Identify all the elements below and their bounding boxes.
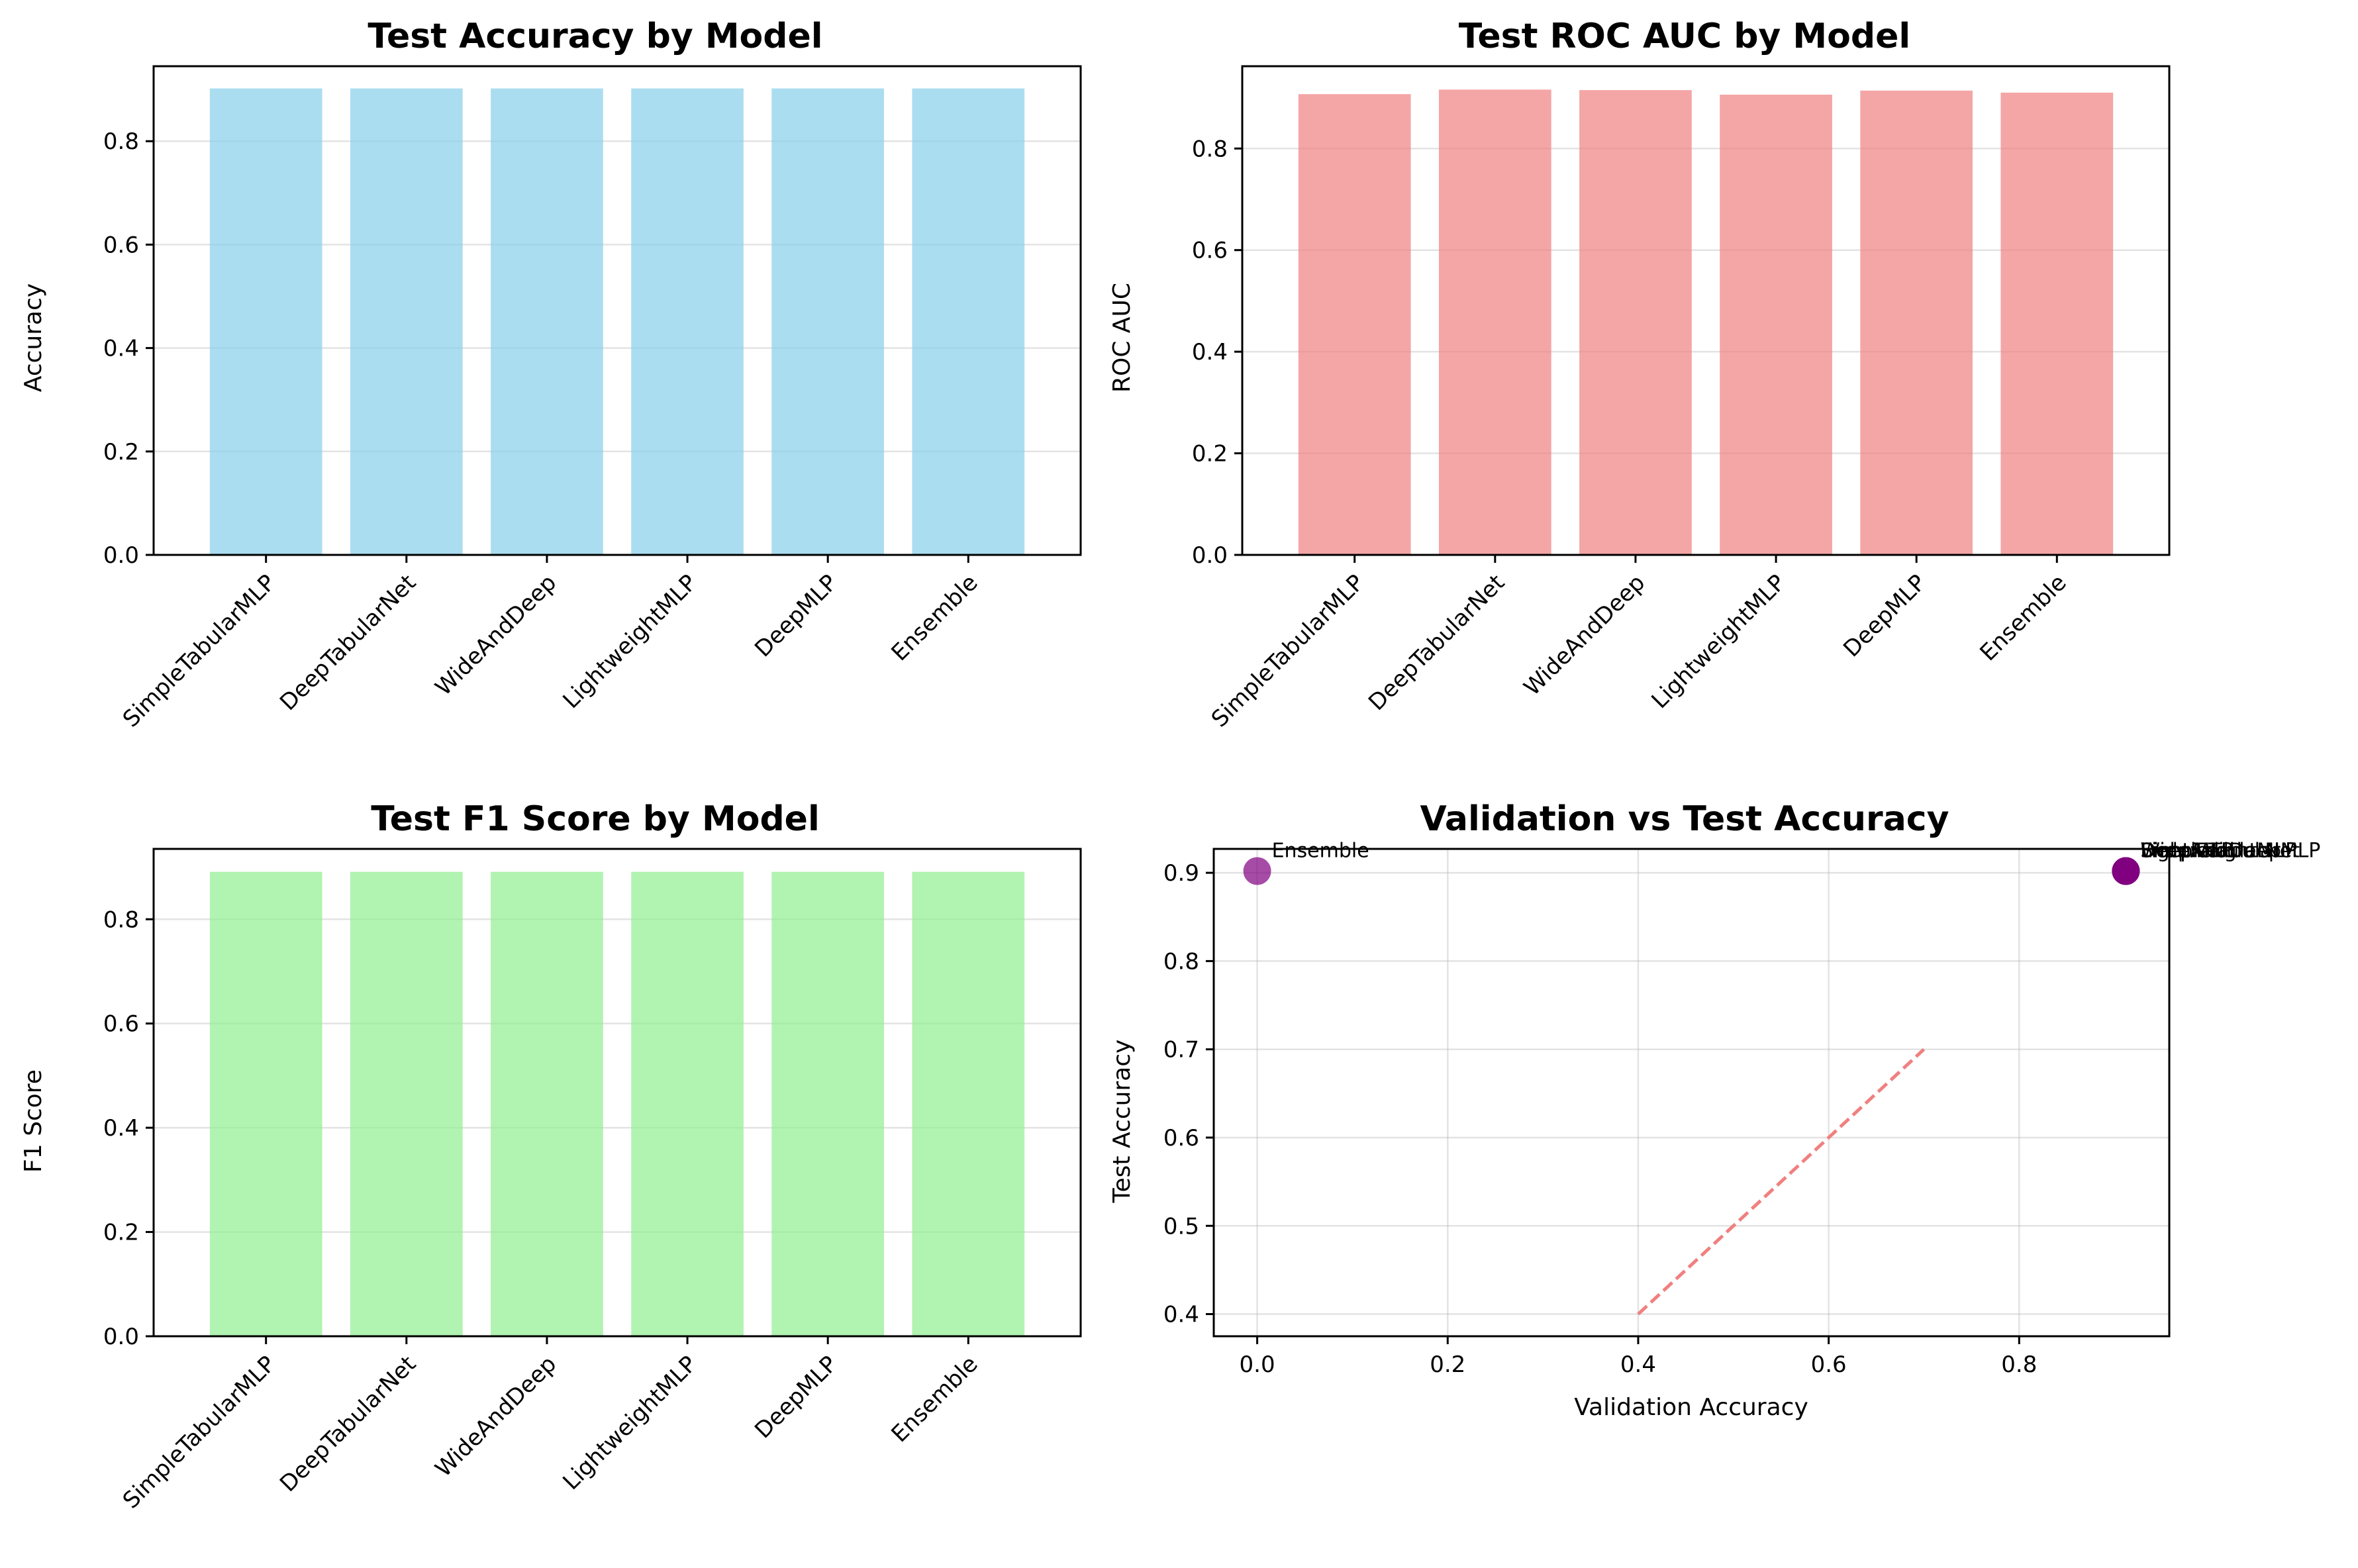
panel-f1-xtick-label-1: DeepTabularNet	[275, 1351, 421, 1497]
panel-accuracy-ytick-label-2: 0.4	[103, 336, 139, 362]
panel-roc-auc-xtick-label-0: SimpleTabularMLP	[1206, 569, 1369, 732]
panel-roc-auc-bar-4	[1860, 90, 1973, 555]
panel-accuracy-bar-2	[491, 88, 603, 556]
panel-roc-auc-ytick-label-2: 0.4	[1192, 339, 1228, 366]
panel-roc-auc-bar-2	[1579, 90, 1692, 555]
panel-f1-bar-0	[209, 871, 322, 1336]
panel-f1-title: Test F1 Score by Model	[371, 799, 820, 839]
panel-roc-auc-xtick-label-5: Ensemble	[1975, 569, 2071, 666]
panel-val-vs-test-point-label-1: DeepTabularNet	[2140, 839, 2300, 862]
panel-f1-frame	[152, 848, 1082, 1338]
panel-roc-auc-title: Test ROC AUC by Model	[1459, 17, 1910, 56]
panel-accuracy-ytick-label-1: 0.2	[103, 439, 139, 466]
panel-f1-ytick-label-4: 0.8	[103, 906, 139, 933]
panel-val-vs-test-ytick-label-5: 0.9	[1163, 860, 1199, 887]
panel-f1-bar-4	[771, 871, 885, 1336]
panel-accuracy-xtick-label-3: LightweightMLP	[558, 569, 702, 714]
panel-val-vs-test-xlabel: Validation Accuracy	[1574, 1394, 1808, 1421]
panel-val-vs-test-frame	[1212, 848, 2171, 1338]
panel-f1-xtick-label-0: SimpleTabularMLP	[118, 1351, 281, 1514]
panel-roc-auc-bar-0	[1298, 94, 1411, 555]
panel-val-vs-test: Validation vs Test Accuracy Test Accurac…	[1108, 799, 2320, 1421]
panel-accuracy-ytick-label-4: 0.8	[103, 128, 139, 155]
panel-accuracy-xtick-label-1: DeepTabularNet	[275, 569, 421, 716]
panel-val-vs-test-xtick-label-2: 0.4	[1620, 1351, 1656, 1378]
panel-val-vs-test-ytick-label-2: 0.6	[1163, 1125, 1199, 1152]
panel-accuracy-bar-3	[631, 88, 744, 556]
panel-val-vs-test-point-5	[1243, 857, 1271, 885]
panel-f1-xtick-label-4: DeepMLP	[750, 1351, 842, 1444]
panel-f1-bar-1	[350, 871, 463, 1336]
panel-roc-auc-xtick-label-4: DeepMLP	[1838, 569, 1931, 662]
panel-accuracy-bar-1	[350, 88, 463, 556]
panel-val-vs-test-xtick-label-4: 0.8	[2001, 1351, 2037, 1378]
panel-roc-auc: Test ROC AUC by Model ROC AUC 0.0 0.2 0.4 0…	[1108, 17, 2171, 732]
panel-val-vs-test-xtick-label-3: 0.6	[1811, 1351, 1847, 1378]
panel-f1-bar-3	[631, 871, 744, 1336]
panel-accuracy-frame	[152, 65, 1082, 556]
panel-val-vs-test-point-4	[2112, 857, 2140, 885]
panel-val-vs-test-point-label-2: WideAndDeep	[2140, 839, 2281, 862]
panel-accuracy-ytick-label-0: 0.0	[103, 542, 139, 569]
panel-f1-bar-5	[912, 871, 1025, 1336]
panel-val-vs-test-point-label-5: Ensemble	[1272, 839, 1369, 862]
panel-accuracy-xtick-label-2: WideAndDeep	[430, 569, 562, 701]
panel-val-vs-test-reference-line	[1637, 1048, 1926, 1316]
panel-roc-auc-ytick-label-4: 0.8	[1192, 136, 1228, 162]
panel-val-vs-test-point-label-0: SimpleTabularMLP	[2140, 839, 2320, 862]
panel-roc-auc-xtick-label-1: DeepTabularNet	[1363, 569, 1510, 716]
panel-val-vs-test-ylabel: Test Accuracy	[1108, 1040, 1136, 1204]
panel-f1-ytick-label-2: 0.4	[103, 1115, 139, 1142]
panel-val-vs-test-ytick-label-1: 0.5	[1163, 1213, 1199, 1240]
panel-roc-auc-ytick-label-1: 0.2	[1192, 441, 1228, 467]
panel-roc-auc-xtick-label-3: LightweightMLP	[1646, 569, 1791, 714]
panel-accuracy-xtick-label-4: DeepMLP	[750, 569, 842, 662]
panel-roc-auc-ytick-label-0: 0.0	[1192, 542, 1228, 569]
panel-roc-auc-bar-5	[2000, 92, 2114, 555]
panel-f1-ytick-label-3: 0.6	[103, 1011, 139, 1038]
panel-val-vs-test-xtick-label-1: 0.2	[1430, 1351, 1465, 1378]
panel-val-vs-test-title: Validation vs Test Accuracy	[1420, 799, 1949, 839]
panel-f1: Test F1 Score by Model F1 Score 0.0 0.2 0.…	[20, 799, 1082, 1514]
panel-roc-auc-ytick-label-3: 0.6	[1192, 238, 1228, 264]
panel-accuracy-xtick-label-5: Ensemble	[886, 569, 983, 666]
panel-val-vs-test-point-label-3: LightweightMLP	[2140, 839, 2297, 862]
panel-roc-auc-bar-3	[1720, 94, 1832, 555]
panel-roc-auc-frame	[1241, 65, 2171, 556]
panel-accuracy-ytick-label-3: 0.6	[103, 232, 139, 258]
panel-val-vs-test-ytick-label-4: 0.8	[1163, 948, 1199, 975]
panel-accuracy-ylabel: Accuracy	[20, 283, 47, 392]
panel-val-vs-test-ytick-label-0: 0.4	[1163, 1302, 1199, 1328]
panel-roc-auc-bar-1	[1438, 89, 1551, 555]
panel-f1-bar-2	[491, 871, 603, 1336]
panel-accuracy-xtick-label-0: SimpleTabularMLP	[118, 569, 281, 732]
panel-accuracy-bar-0	[209, 88, 322, 556]
panel-f1-ytick-label-1: 0.2	[103, 1220, 139, 1246]
panel-accuracy-title: Test Accuracy by Model	[368, 17, 822, 56]
panel-f1-xtick-label-5: Ensemble	[886, 1351, 983, 1447]
panel-val-vs-test-ytick-label-3: 0.7	[1163, 1037, 1199, 1063]
panel-accuracy-bar-4	[771, 88, 885, 556]
panel-accuracy-bar-5	[912, 88, 1025, 556]
panel-roc-auc-ylabel: ROC AUC	[1108, 283, 1136, 393]
panel-f1-xtick-label-2: WideAndDeep	[430, 1351, 562, 1483]
panel-val-vs-test-xtick-label-0: 0.0	[1240, 1351, 1275, 1378]
panel-f1-xtick-label-3: LightweightMLP	[558, 1351, 702, 1495]
panel-f1-ytick-label-0: 0.0	[103, 1324, 139, 1350]
panel-roc-auc-xtick-label-2: WideAndDeep	[1519, 569, 1651, 701]
panel-f1-ylabel: F1 Score	[20, 1069, 47, 1173]
panel-val-vs-test-point-label-4: DeepMLP	[2140, 839, 2233, 862]
panel-accuracy: Test Accuracy by Model Accuracy 0.0 0.2 0.…	[20, 17, 1082, 732]
